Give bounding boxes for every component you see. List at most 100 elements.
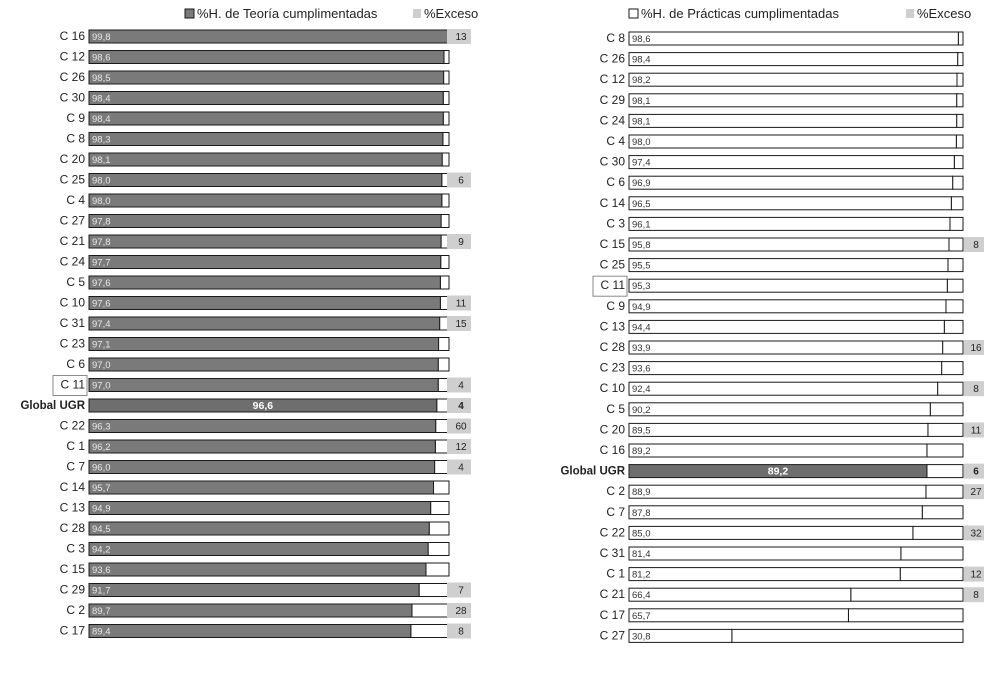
value-label: 94,9 <box>92 504 111 515</box>
category-label: C 11 <box>61 378 86 392</box>
bar <box>628 52 959 67</box>
exceso-box <box>447 418 471 434</box>
exceso-box <box>447 29 471 44</box>
bar <box>88 111 444 126</box>
bar-remainder <box>953 155 964 170</box>
exceso-label: 8 <box>973 384 979 395</box>
bar-remainder <box>927 422 964 437</box>
bar <box>628 216 951 231</box>
bar-remainder <box>950 196 964 211</box>
bar <box>88 501 432 515</box>
exceso-label: 16 <box>970 343 982 354</box>
category-label: C 12 <box>60 50 86 64</box>
value-label: 89,5 <box>632 425 651 436</box>
bar <box>88 583 420 597</box>
category-label: C 22 <box>600 525 626 539</box>
highlight-box <box>52 375 88 396</box>
bar-remainder <box>949 216 964 231</box>
value-label: 97,1 <box>92 340 111 351</box>
category-label: C 8 <box>66 132 85 146</box>
value-label: 89,7 <box>92 606 111 617</box>
exceso-label: 8 <box>973 590 979 601</box>
bar <box>88 562 427 577</box>
legend-swatch-main <box>628 8 639 19</box>
category-label: C 9 <box>66 111 85 125</box>
category-label: C 15 <box>60 562 86 576</box>
exceso-box <box>964 463 984 479</box>
highlight-box <box>592 275 628 297</box>
legend-swatch-exceso <box>906 9 914 18</box>
bar-remainder <box>440 255 450 269</box>
bar-remainder <box>427 542 450 556</box>
bar-remainder <box>929 402 964 417</box>
value-label: 95,7 <box>92 483 111 494</box>
bar <box>88 337 440 351</box>
category-label: C 24 <box>60 255 86 269</box>
bar <box>88 542 429 556</box>
value-label: 89,2 <box>768 466 789 478</box>
bar <box>628 237 950 252</box>
legend-label-exceso: %Exceso <box>424 6 478 21</box>
category-label: Global UGR <box>20 400 85 412</box>
bar <box>88 603 413 618</box>
category-label: C 1 <box>66 439 85 453</box>
bar <box>628 587 852 602</box>
category-label: C 28 <box>60 521 86 535</box>
category-label: C 16 <box>600 443 626 457</box>
category-label: C 23 <box>600 361 626 375</box>
bar-remainder <box>433 480 450 495</box>
bar-remainder <box>441 193 450 208</box>
bar <box>628 175 954 190</box>
bar <box>628 258 949 273</box>
category-label: C 14 <box>600 196 626 210</box>
category-label: C 21 <box>600 587 626 601</box>
value-label: 97,6 <box>92 278 111 289</box>
bar <box>628 93 958 108</box>
value-label: 98,4 <box>632 55 651 66</box>
bar <box>88 419 437 433</box>
category-label: C 29 <box>600 93 626 107</box>
bar-remainder <box>442 132 450 146</box>
category-label: C 20 <box>600 422 626 436</box>
category-label: C 7 <box>606 505 625 519</box>
bar <box>628 31 959 46</box>
exceso-label: 15 <box>455 319 467 330</box>
exceso-label: 4 <box>458 381 464 392</box>
bar <box>88 480 435 495</box>
value-label: 97,8 <box>92 237 111 248</box>
category-label: C 2 <box>66 603 85 617</box>
category-label: C 22 <box>60 419 86 433</box>
bar-remainder <box>411 603 450 618</box>
category-label: C 27 <box>600 628 626 642</box>
value-label: 96,1 <box>632 219 651 230</box>
bar <box>88 521 430 536</box>
bar-remainder <box>850 587 964 602</box>
bar <box>628 546 902 561</box>
bar <box>628 278 948 293</box>
bar <box>628 155 955 170</box>
bar-remainder <box>847 608 964 623</box>
bar-remainder <box>941 361 964 376</box>
bar <box>88 29 449 44</box>
exceso-box <box>447 234 471 249</box>
category-label: C 20 <box>60 152 86 166</box>
bar-remainder <box>955 134 964 149</box>
value-label: 96,9 <box>632 178 651 189</box>
bar-remainder <box>899 567 964 582</box>
exceso-box <box>447 377 471 393</box>
value-label: 93,6 <box>632 364 651 375</box>
value-label: 89,4 <box>92 627 111 638</box>
category-label: C 6 <box>66 357 85 371</box>
bar <box>88 152 443 167</box>
bar-remainder <box>430 501 450 515</box>
category-label: C 21 <box>60 234 86 248</box>
value-label: 98,1 <box>632 116 651 127</box>
bar <box>628 113 958 128</box>
bar <box>628 443 928 458</box>
value-label: 94,5 <box>92 524 111 535</box>
value-label: 87,8 <box>632 508 651 519</box>
value-label: 30,8 <box>632 631 651 642</box>
bar <box>628 525 914 540</box>
bar <box>88 70 445 85</box>
